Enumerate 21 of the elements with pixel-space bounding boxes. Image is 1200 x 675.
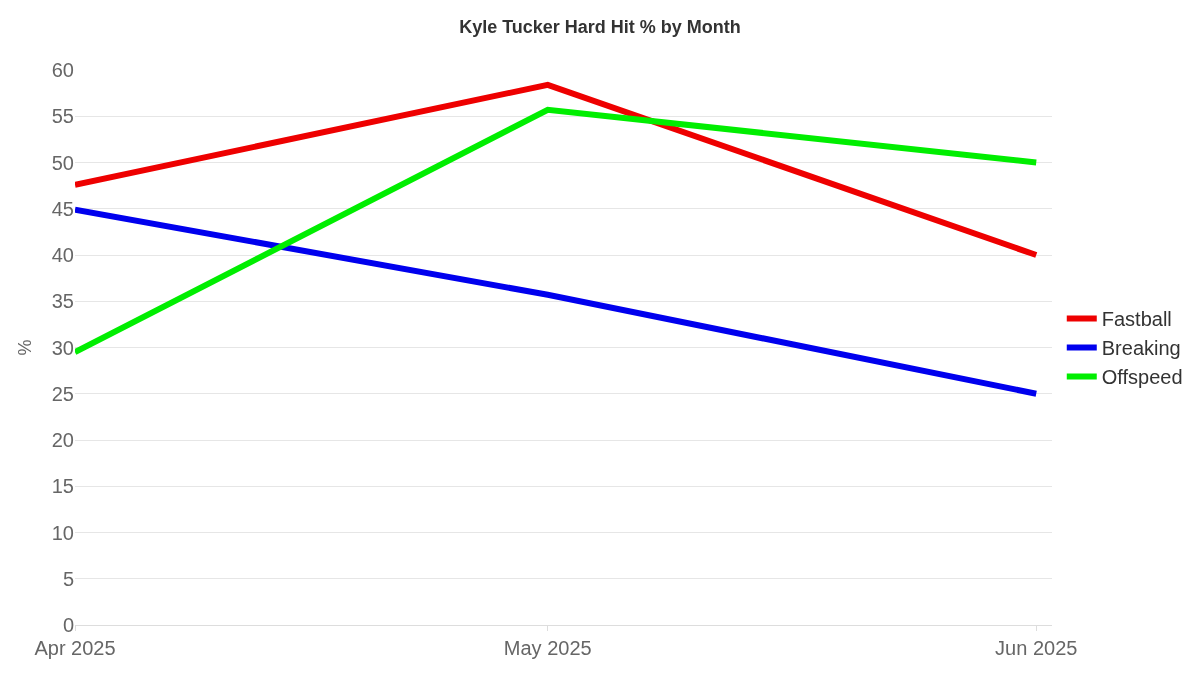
y-tick-label: 60 xyxy=(51,59,74,81)
legend-label: Offspeed xyxy=(1101,366,1183,389)
x-tick-label: May 2025 xyxy=(503,637,592,659)
x-tick-label: Apr 2025 xyxy=(34,637,116,659)
y-tick-label: 40 xyxy=(51,244,74,266)
y-tick-label: 5 xyxy=(62,567,74,590)
y-tick-label: 25 xyxy=(51,382,74,405)
y-axis-title: % xyxy=(14,339,35,356)
y-tick-label: 15 xyxy=(51,475,74,498)
legend-label: Breaking xyxy=(1101,337,1181,360)
legend-label: Fastball xyxy=(1101,308,1172,331)
y-tick-label: 0 xyxy=(62,614,74,636)
x-tick-label: Jun 2025 xyxy=(995,637,1078,659)
y-tick-label: 35 xyxy=(51,290,74,313)
y-tick-label: 45 xyxy=(51,197,74,220)
y-tick-label: 55 xyxy=(51,105,74,128)
y-tick-label: 30 xyxy=(51,336,74,359)
y-tick-label: 20 xyxy=(51,429,74,451)
y-tick-label: 10 xyxy=(51,521,74,544)
y-tick-label: 50 xyxy=(51,151,74,174)
chart-title: Kyle Tucker Hard Hit % by Month xyxy=(459,16,741,37)
